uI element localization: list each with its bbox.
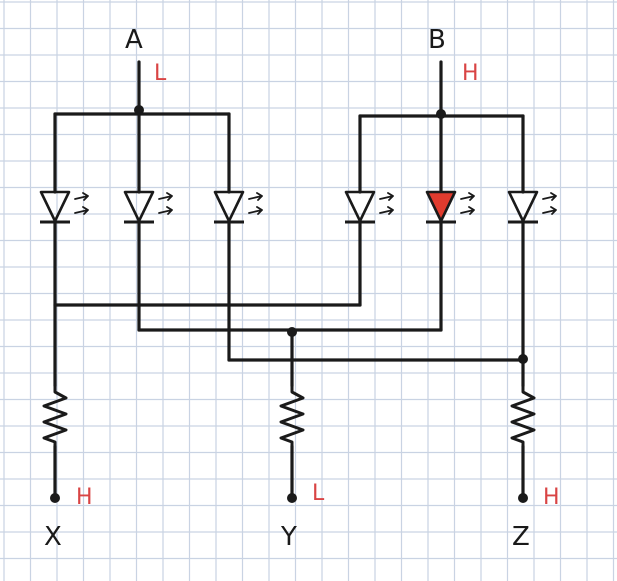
led-A1 (39, 190, 89, 224)
junction-A (134, 105, 144, 115)
led-B2-light-arrow-1 (460, 192, 475, 201)
state-label-B: H (462, 61, 479, 86)
led-A1-triangle (39, 190, 71, 223)
terminal-label-Y: Y (280, 522, 297, 552)
led-B3-light-arrow-1 (542, 192, 557, 201)
junction-B (436, 109, 446, 119)
resistor-Z (510, 384, 536, 448)
resistor-Y (279, 384, 305, 448)
terminal-dot-X (50, 493, 60, 503)
state-label-Y: L (312, 481, 325, 506)
terminal-label-X: X (44, 522, 62, 552)
led-B1 (344, 190, 394, 224)
leds (39, 190, 557, 224)
resistors (42, 384, 536, 448)
terminal-label-B: B (428, 25, 446, 55)
led-B3-light-arrow-2 (542, 206, 557, 215)
led-A3-light-arrow-2 (248, 206, 263, 215)
led-A2-triangle (123, 190, 155, 223)
terminal-label-Z: Z (512, 522, 530, 552)
resistor-X (42, 384, 68, 448)
led-B1-light-arrow-2 (379, 206, 394, 215)
led-B2 (425, 190, 475, 224)
led-A2 (123, 190, 173, 224)
led-A3-triangle (213, 190, 245, 223)
led-B2-triangle (425, 190, 457, 223)
state-label-X: H (76, 485, 93, 510)
led-B1-triangle (344, 190, 376, 223)
led-A1-light-arrow-1 (74, 192, 89, 201)
led-B1-light-arrow-1 (379, 192, 394, 201)
state-label-A: L (154, 61, 167, 86)
wiring (53, 60, 525, 500)
led-A1-light-arrow-2 (74, 206, 89, 215)
terminal-dot-Z (518, 493, 528, 503)
led-B3 (507, 190, 557, 224)
terminal-label-A: A (125, 25, 143, 55)
led-A2-light-arrow-1 (158, 192, 173, 201)
led-A3-light-arrow-1 (248, 192, 263, 201)
junction-Y (287, 327, 297, 337)
state-label-Z: H (543, 485, 560, 510)
junctions (50, 105, 528, 503)
led-A2-light-arrow-2 (158, 206, 173, 215)
terminal-dot-Y (287, 493, 297, 503)
junction-Z (518, 354, 528, 364)
led-B3-triangle (507, 190, 539, 223)
led-A3 (213, 190, 263, 224)
led-B2-light-arrow-2 (460, 206, 475, 215)
